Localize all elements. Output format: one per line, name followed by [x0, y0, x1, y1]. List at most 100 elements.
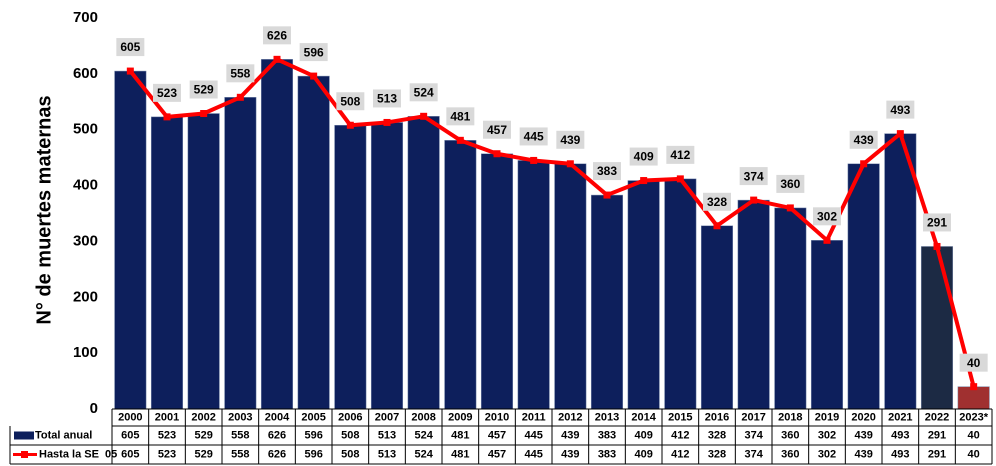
line-marker: [493, 150, 501, 158]
line-marker: [603, 191, 611, 199]
line-marker: [823, 236, 831, 244]
y-tick-label: 200: [73, 288, 98, 305]
table-value: 412: [671, 429, 689, 441]
data-label: 360: [780, 177, 800, 191]
data-label-box: [299, 43, 328, 62]
data-label-box: [923, 213, 951, 232]
bar: [370, 122, 404, 410]
line-marker: [126, 67, 134, 75]
data-label: 412: [670, 148, 690, 162]
data-label: 529: [194, 83, 214, 97]
data-label: 383: [597, 164, 617, 178]
data-label-box: [226, 64, 255, 83]
y-tick-label: 400: [73, 177, 98, 194]
bar: [297, 75, 330, 410]
data-label: 328: [707, 195, 727, 209]
x-tick-label: 2017: [741, 411, 765, 423]
legend-key: [21, 451, 28, 458]
line-marker: [236, 93, 244, 101]
table-value: 409: [634, 448, 652, 460]
line-marker: [676, 175, 684, 183]
x-tick-label: 2022: [925, 411, 949, 423]
table-value: 40: [968, 448, 980, 460]
table-value: 40: [968, 429, 980, 441]
table-value: 481: [451, 448, 469, 460]
line-marker: [383, 118, 391, 126]
table-value: 412: [671, 448, 689, 460]
y-axis-label: N° de muertes maternas: [33, 95, 55, 324]
table-value: 302: [818, 448, 836, 460]
table-value: 523: [158, 448, 176, 460]
x-tick-label: 2019: [815, 411, 839, 423]
table-value: 596: [304, 429, 322, 441]
data-label-box: [849, 130, 878, 149]
table-value: 457: [488, 448, 506, 460]
table-value: 445: [524, 429, 542, 441]
table-value: 529: [194, 429, 212, 441]
data-label-box: [263, 26, 291, 45]
line-marker: [420, 112, 428, 120]
x-tick-label: 2002: [191, 411, 215, 423]
bar: [884, 133, 917, 410]
bar: [774, 207, 807, 410]
bar: [444, 140, 477, 410]
line-marker: [200, 110, 208, 118]
table-value: 523: [158, 429, 176, 441]
bar: [187, 113, 220, 410]
bar: [664, 178, 697, 410]
y-tick-label: 700: [73, 9, 98, 26]
data-label: 513: [377, 92, 397, 106]
line-marker: [713, 222, 721, 230]
x-tick-label: 2020: [851, 411, 875, 423]
legend-label: Total anual: [35, 429, 92, 441]
table-value: 508: [341, 448, 359, 460]
data-label-box: [373, 89, 401, 108]
x-tick-label: 2004: [265, 411, 290, 423]
data-label: 302: [817, 209, 837, 223]
y-tick-label: 600: [73, 65, 98, 82]
line-marker: [786, 204, 794, 212]
line-marker: [456, 136, 464, 144]
x-tick-label: 2012: [558, 411, 582, 423]
data-label: 457: [487, 123, 507, 137]
data-label: 40: [967, 356, 981, 370]
data-label-box: [959, 353, 988, 372]
data-label-box: [813, 207, 841, 226]
line-marker: [310, 72, 318, 80]
table-value: 302: [818, 429, 836, 441]
line-marker: [970, 383, 978, 391]
table-value: 605: [121, 429, 139, 441]
line-marker: [346, 121, 354, 129]
data-label-box: [593, 162, 621, 181]
table-value: 481: [451, 429, 469, 441]
bar: [480, 153, 514, 410]
legend-label: Hasta la SE 05: [39, 448, 117, 460]
line-marker: [640, 177, 648, 185]
x-tick-label: 2008: [411, 411, 435, 423]
data-label: 493: [890, 103, 910, 117]
table-value: 513: [378, 429, 396, 441]
data-label-box: [776, 174, 805, 193]
x-tick-label: 2023*: [959, 411, 988, 423]
line-marker: [750, 196, 758, 204]
table-value: 439: [854, 448, 872, 460]
bar: [554, 163, 587, 410]
x-tick-label: 2016: [705, 411, 729, 423]
table-value: 439: [854, 429, 872, 441]
bar: [114, 70, 147, 410]
bar: [150, 116, 184, 410]
line-marker: [860, 160, 868, 168]
data-label-box: [666, 145, 695, 164]
x-tick-label: 2005: [301, 411, 325, 423]
x-tick-label: 2006: [338, 411, 362, 423]
x-tick-label: 2018: [778, 411, 802, 423]
data-label: 374: [744, 169, 764, 183]
table-value: 328: [708, 448, 726, 460]
table-value: 513: [378, 448, 396, 460]
data-label: 605: [120, 40, 140, 54]
table-value: 439: [561, 429, 579, 441]
data-label: 439: [560, 133, 580, 147]
table-value: 439: [561, 448, 579, 460]
line-marker: [273, 55, 281, 63]
